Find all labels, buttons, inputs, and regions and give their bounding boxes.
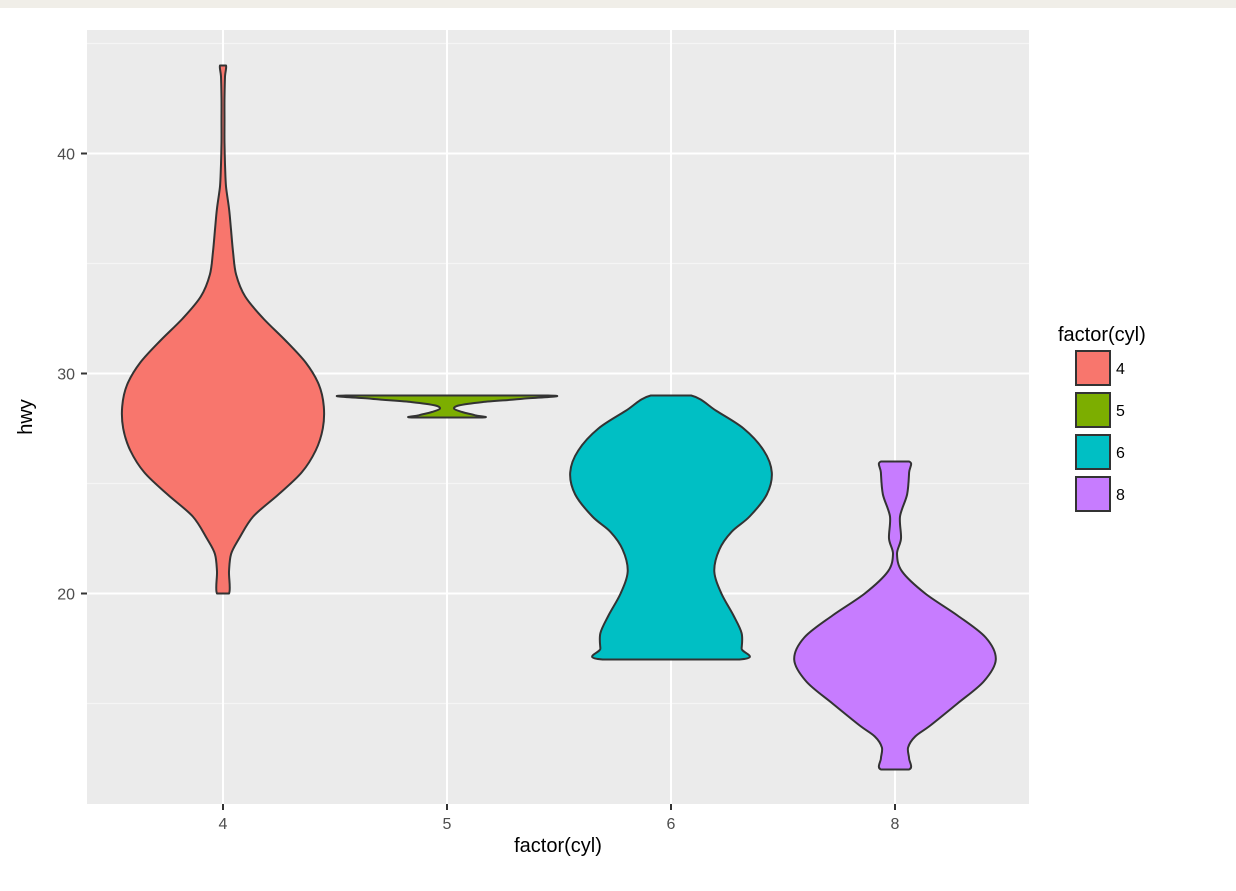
legend-title: factor(cyl)	[1058, 324, 1146, 346]
legend-swatch-8	[1075, 476, 1111, 512]
y-tick-label: 30	[57, 367, 75, 384]
legend-swatch-5	[1075, 392, 1111, 428]
x-tick-label: 8	[891, 816, 900, 833]
legend-swatch-4	[1075, 350, 1111, 386]
violin-cyl-4	[120, 64, 326, 595]
legend-label-8: 8	[1116, 487, 1125, 504]
violin-cyl-5	[335, 394, 559, 419]
x-tick-label: 4	[219, 816, 228, 833]
y-axis-title: hwy	[15, 399, 37, 435]
x-tick-label: 5	[443, 816, 452, 833]
top-strip	[0, 0, 1236, 8]
x-axis-title: factor(cyl)	[514, 835, 602, 857]
legend: factor(cyl) 4 5 6 8	[1058, 324, 1146, 512]
x-tick-label: 6	[667, 816, 676, 833]
y-tick-label: 40	[57, 147, 75, 164]
violin-cyl-8	[793, 460, 997, 771]
x-axis: 4 5 6 8	[219, 804, 900, 833]
legend-label-5: 5	[1116, 403, 1125, 420]
y-axis: 20 30 40	[57, 147, 87, 604]
legend-swatch-6	[1075, 434, 1111, 470]
legend-label-6: 6	[1116, 445, 1125, 462]
violin-cyl-6	[569, 394, 773, 661]
legend-label-4: 4	[1116, 361, 1125, 378]
y-tick-label: 20	[57, 587, 75, 604]
violins	[120, 64, 997, 771]
